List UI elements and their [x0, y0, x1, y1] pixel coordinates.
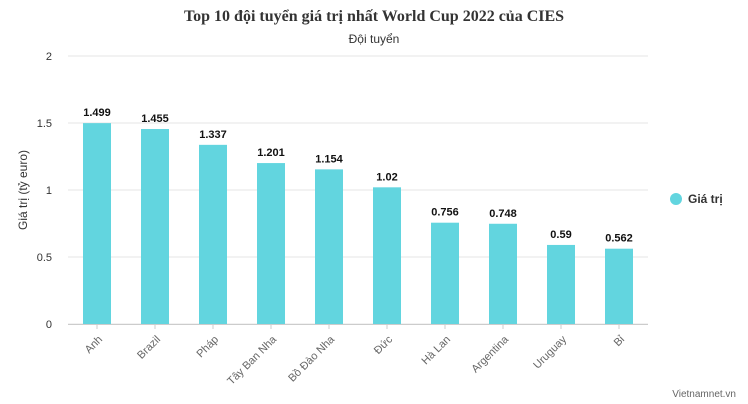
- bar: [373, 187, 401, 324]
- x-tick-label: Anh: [83, 334, 105, 356]
- y-tick-label: 1.5: [37, 118, 52, 130]
- data-label: 1.499: [83, 107, 111, 119]
- bar: [489, 223, 517, 324]
- data-label: 0.756: [431, 207, 459, 219]
- x-tick-label: Uruguay: [531, 333, 569, 371]
- data-label: 1.455: [141, 113, 169, 125]
- bar: [141, 129, 169, 324]
- y-tick-label: 0.5: [37, 252, 52, 264]
- data-label: 1.154: [315, 153, 343, 165]
- credit-text: Vietnamnet.vn: [672, 389, 736, 400]
- data-label: 1.201: [257, 147, 285, 159]
- y-axis-title: Giá trị (tỷ euro): [16, 150, 30, 230]
- legend-label: Giá trị: [688, 192, 723, 206]
- bar: [199, 144, 227, 324]
- data-label: 1.337: [199, 129, 227, 141]
- x-tick-label: Bỉ: [612, 333, 628, 349]
- x-tick-label: Pháp: [194, 334, 221, 361]
- bar: [605, 248, 633, 324]
- legend[interactable]: Giá trị: [670, 192, 723, 206]
- data-label: 0.562: [605, 233, 633, 245]
- x-tick-label: Tây Ban Nha: [225, 333, 280, 388]
- bar: [257, 163, 285, 324]
- legend-symbol-icon: [670, 193, 682, 205]
- chart-subtitle: Đội tuyển: [348, 32, 400, 46]
- bar: [547, 244, 575, 324]
- bar: [315, 169, 343, 324]
- bar: [83, 123, 111, 324]
- y-tick-label: 1: [46, 185, 52, 197]
- data-label: 1.02: [376, 171, 397, 183]
- y-tick-label: 0: [46, 319, 52, 331]
- x-tick-label: Hà Lan: [420, 334, 454, 368]
- data-label: 0.748: [489, 208, 517, 220]
- x-tick-label: Argentina: [469, 333, 511, 375]
- x-tick-label: Đức: [372, 333, 396, 357]
- chart-title: Top 10 đội tuyển giá trị nhất World Cup …: [183, 8, 565, 25]
- x-tick-label: Brazil: [135, 334, 163, 362]
- x-tick-label: Bồ Đào Nha: [286, 333, 337, 384]
- data-label: 0.59: [550, 229, 571, 241]
- y-tick-label: 2: [46, 51, 52, 63]
- bar: [431, 222, 459, 324]
